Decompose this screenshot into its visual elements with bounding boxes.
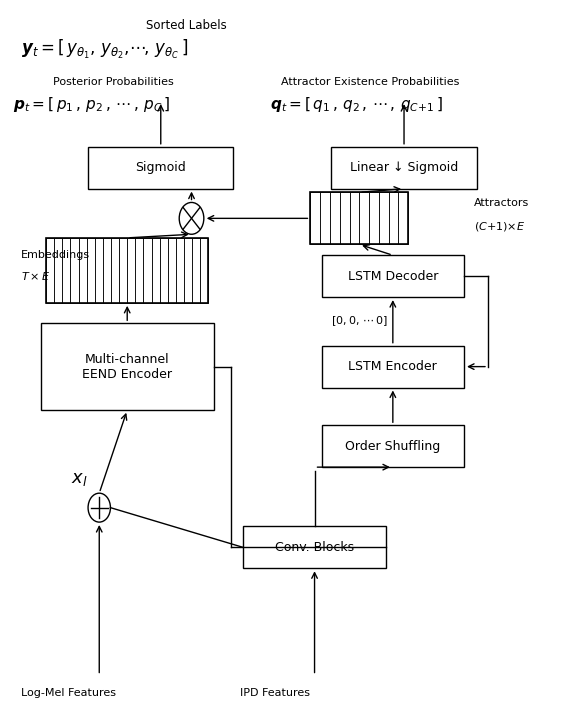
Bar: [152, 238, 160, 303]
Bar: [389, 192, 398, 245]
Bar: [184, 238, 192, 303]
Bar: [359, 192, 369, 245]
Bar: [143, 238, 152, 303]
Text: Embeddings: Embeddings: [21, 250, 90, 259]
Text: $\boldsymbol{q}_t = [\, q_1 \,,\, q_2 \,,\, \cdots \,,\, q_{C{+}1} \,]$: $\boldsymbol{q}_t = [\, q_1 \,,\, q_2 \,…: [270, 95, 442, 115]
Bar: [321, 346, 464, 388]
Bar: [46, 238, 55, 303]
Text: Log-Mel Features: Log-Mel Features: [21, 688, 116, 698]
Bar: [79, 238, 87, 303]
Text: $\boldsymbol{y}_t = [\, y_{\theta_1} ,\, y_{\theta_2} ,\!\cdots\! ,\, y_{\theta_: $\boldsymbol{y}_t = [\, y_{\theta_1} ,\,…: [21, 38, 188, 61]
Text: $(C{+}1){\times}E$: $(C{+}1){\times}E$: [474, 220, 525, 233]
Bar: [320, 192, 330, 245]
Text: $\boldsymbol{p}_t = [\, p_1 \,,\, p_2 \,,\, \cdots \,,\, p_C \,]$: $\boldsymbol{p}_t = [\, p_1 \,,\, p_2 \,…: [12, 95, 170, 115]
Text: Conv. Blocks: Conv. Blocks: [275, 541, 354, 554]
Bar: [176, 238, 184, 303]
Text: Attractor Existence Probabilities: Attractor Existence Probabilities: [282, 78, 460, 87]
Bar: [310, 192, 320, 245]
Bar: [330, 192, 339, 245]
Text: Attractors: Attractors: [474, 198, 529, 208]
Bar: [46, 238, 209, 303]
Bar: [127, 238, 135, 303]
Text: Sorted Labels: Sorted Labels: [146, 20, 226, 33]
Bar: [243, 526, 386, 568]
Circle shape: [179, 203, 204, 234]
Bar: [103, 238, 111, 303]
Bar: [160, 238, 168, 303]
Bar: [332, 147, 477, 189]
Bar: [87, 238, 95, 303]
Bar: [339, 192, 350, 245]
Bar: [379, 192, 389, 245]
Bar: [350, 192, 359, 245]
Text: $[0, 0, \, \cdots \, 0]$: $[0, 0, \, \cdots \, 0]$: [330, 314, 388, 328]
Bar: [95, 238, 103, 303]
Bar: [200, 238, 209, 303]
Text: Multi-channel
EEND Encoder: Multi-channel EEND Encoder: [82, 353, 172, 380]
Bar: [111, 238, 119, 303]
Circle shape: [88, 493, 111, 522]
Bar: [88, 147, 233, 189]
Bar: [310, 192, 408, 245]
Text: $T \times E$: $T \times E$: [21, 270, 51, 282]
Bar: [192, 238, 200, 303]
Text: LSTM Encoder: LSTM Encoder: [348, 360, 437, 373]
Text: Linear ↓ Sigmoid: Linear ↓ Sigmoid: [350, 161, 458, 174]
Text: Sigmoid: Sigmoid: [135, 161, 186, 174]
Bar: [119, 238, 127, 303]
Text: Order Shuffling: Order Shuffling: [345, 440, 441, 453]
Text: Posterior Probabilities: Posterior Probabilities: [53, 78, 174, 87]
Bar: [321, 256, 464, 297]
Bar: [135, 238, 143, 303]
Bar: [70, 238, 79, 303]
Bar: [40, 323, 214, 410]
Text: IPD Features: IPD Features: [241, 688, 310, 698]
Bar: [398, 192, 408, 245]
Bar: [321, 425, 464, 467]
Bar: [62, 238, 70, 303]
Bar: [168, 238, 176, 303]
Bar: [55, 238, 62, 303]
Bar: [369, 192, 379, 245]
Text: LSTM Decoder: LSTM Decoder: [348, 270, 438, 282]
Text: $x_l$: $x_l$: [71, 470, 88, 488]
